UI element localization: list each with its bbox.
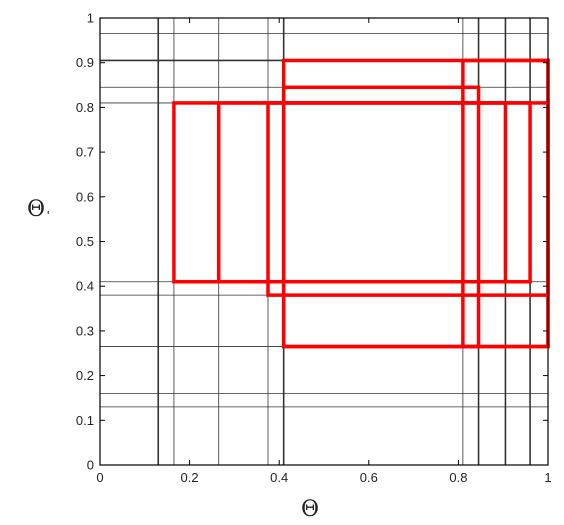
x-tick-label: 0.2 (181, 470, 199, 485)
x-tick-label: 0.6 (360, 470, 378, 485)
y-tick-label: 0.4 (76, 279, 94, 294)
y-tick-label: 0.9 (76, 55, 94, 70)
y-tick-label: 0.8 (76, 100, 94, 115)
y-axis-label-subscript: ' (47, 208, 49, 223)
box-rectangle-5 (281, 85, 481, 349)
y-tick-label: 1 (87, 11, 94, 26)
x-tick-label: 0.4 (270, 470, 288, 485)
axis-ticks: 0 0.2 0.4 0.6 0.8 1 0 0.1 0.2 0.3 0.4 0.5 0.6 0.7 0.8 0… (76, 11, 552, 486)
y-tick-label: 0.6 (76, 189, 94, 204)
x-tick-label: 0 (96, 470, 103, 485)
y-tick-label: 0 (87, 458, 94, 473)
y-axis-label-group: Θ ' (27, 197, 50, 223)
y-tick-label: 0.5 (76, 234, 94, 249)
y-axis-label: Θ (27, 197, 45, 222)
x-tick-label: 0.8 (449, 470, 467, 485)
y-tick-label: 0.2 (76, 368, 94, 383)
x-tick-label: 1 (544, 470, 551, 485)
y-tick-label: 0.3 (76, 323, 94, 338)
y-tick-label: 0.7 (76, 145, 94, 160)
y-tick-label: 0.1 (76, 413, 94, 428)
x-axis-label: Θ (301, 497, 319, 522)
